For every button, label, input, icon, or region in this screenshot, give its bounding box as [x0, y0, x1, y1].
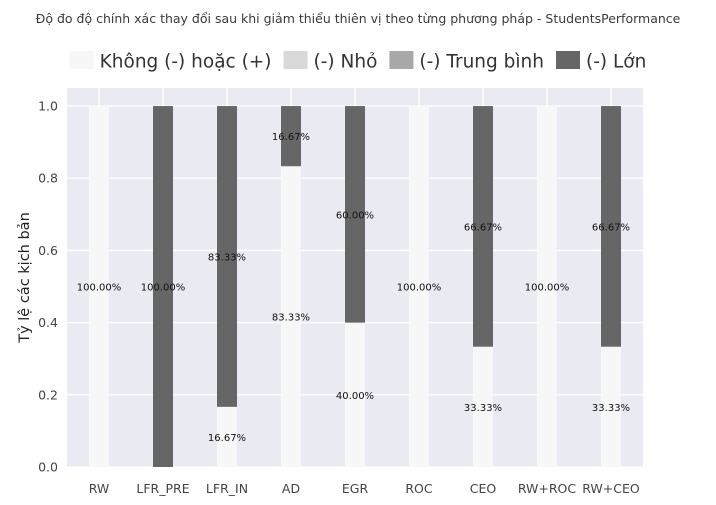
y-axis-label: Tỷ lệ các kịch bản	[17, 212, 33, 344]
data-label: 66.67%	[464, 222, 502, 233]
legend-label: (-) Trung bình	[419, 52, 544, 73]
bar-khong-hoac-roc	[409, 106, 429, 468]
legend-label: (-) Nhỏ	[314, 52, 378, 73]
y-tick-label: 0.4	[38, 315, 58, 330]
legend-swatch	[556, 51, 581, 69]
bar-khong-hoac-ceo	[473, 346, 493, 467]
y-tick-label: 0.0	[38, 460, 58, 475]
legend-item-lon: (-) Lớn	[556, 51, 646, 73]
bar-lon-rw-ceo	[601, 106, 621, 347]
legend-item-trung-binh: (-) Trung bình	[389, 51, 544, 73]
data-label: 60.00%	[336, 210, 374, 221]
bar-khong-hoac-lfr-in	[217, 406, 237, 467]
legend-swatch	[283, 51, 308, 69]
legend: Không (-) hoặc (+) (-) Nhỏ (-) Trung bình (…	[69, 51, 646, 73]
y-tick-label: 0.8	[38, 171, 58, 186]
bar-lon-ceo	[473, 106, 493, 347]
data-label: 100.00%	[525, 283, 570, 294]
bar-lon-ad	[281, 106, 301, 167]
y-tick-label: 0.6	[38, 243, 58, 258]
data-label: 33.33%	[464, 403, 502, 414]
x-tick-label: EGR	[342, 481, 369, 496]
data-label: 100.00%	[397, 283, 442, 294]
legend-swatch	[69, 51, 94, 69]
y-axis: 0.0 0.2 0.4 0.6 0.8 1.0	[38, 99, 58, 475]
bar-lon-lfr-pre	[153, 106, 173, 468]
legend-label: (-) Lớn	[586, 52, 646, 73]
data-label: 40.00%	[336, 391, 374, 402]
data-label: 66.67%	[592, 222, 630, 233]
legend-swatch	[389, 51, 414, 69]
data-label: 16.67%	[208, 433, 246, 444]
y-tick-label: 1.0	[38, 99, 58, 114]
x-tick-label: LFR_PRE	[136, 481, 189, 496]
x-tick-label: RW+ROC	[518, 481, 577, 496]
data-labels: 100.00% 100.00% 16.67% 83.33% 83.33% 16.67% 40…	[77, 132, 630, 444]
bar-khong-hoac-rw	[89, 106, 109, 468]
data-label: 33.33%	[592, 403, 630, 414]
data-label: 83.33%	[208, 252, 246, 263]
x-tick-label: LFR_IN	[206, 481, 248, 496]
x-tick-label: ROC	[405, 481, 433, 496]
x-tick-label: CEO	[470, 481, 497, 496]
x-tick-label: RW+CEO	[582, 481, 640, 496]
bar-khong-hoac-egr	[345, 322, 365, 467]
legend-item-nho: (-) Nhỏ	[283, 51, 378, 73]
chart-title: Độ đo độ chính xác thay đổi sau khi giảm…	[36, 11, 681, 26]
data-label: 83.33%	[272, 313, 310, 324]
data-label: 100.00%	[77, 283, 122, 294]
bar-khong-hoac-ad	[281, 166, 301, 467]
bar-lon-egr	[345, 106, 365, 323]
bar-khong-hoac-rw-ceo	[601, 346, 621, 467]
data-label: 16.67%	[272, 132, 310, 143]
bars	[89, 106, 621, 468]
bar-khong-hoac-rw-roc	[537, 106, 557, 468]
x-tick-label: RW	[89, 481, 110, 496]
data-label: 100.00%	[141, 283, 186, 294]
x-axis: RW LFR_PRE LFR_IN AD EGR ROC CEO RW+ROC RW+CEO	[89, 481, 640, 496]
legend-item-khong-hoac: Không (-) hoặc (+)	[69, 51, 272, 73]
x-tick-label: AD	[282, 481, 300, 496]
bar-lon-lfr-in	[217, 106, 237, 407]
y-tick-label: 0.2	[38, 387, 58, 402]
legend-label: Không (-) hoặc (+)	[100, 52, 272, 73]
